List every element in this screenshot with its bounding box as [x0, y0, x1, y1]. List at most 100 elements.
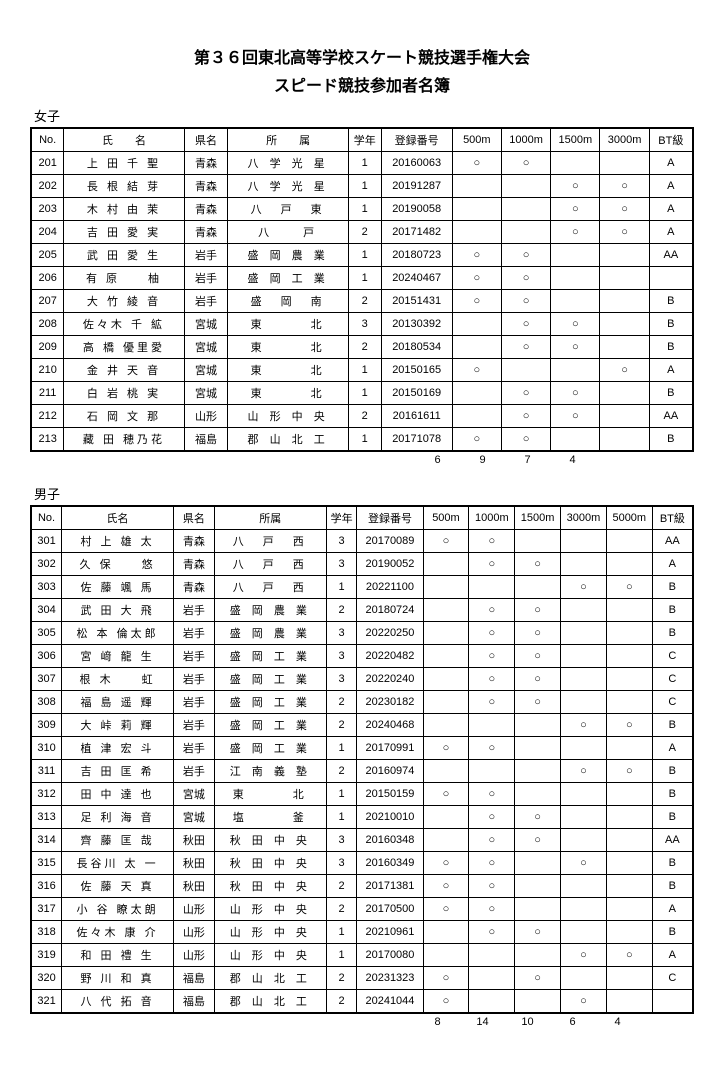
cell: 1: [348, 359, 381, 382]
cell: 207: [31, 290, 64, 313]
cell: 213: [31, 428, 64, 452]
column-header: 1000m: [469, 506, 515, 530]
table-row: 320野 川 和 真福島郡 山 北 工220231323○○C: [31, 967, 693, 990]
cell: 盛 岡 工 業: [214, 645, 326, 668]
cell: 郡 山 北 工: [228, 428, 348, 452]
bt-cell: A: [652, 944, 693, 967]
total-value: 6: [415, 454, 460, 466]
table-row: 209高 橋 優里愛宮城東 北220180534○○B: [31, 336, 693, 359]
mark-cell: [561, 921, 607, 944]
cell: 20170080: [357, 944, 423, 967]
cell: 秋 田 中 央: [214, 875, 326, 898]
cell: 宮 﨑 龍 生: [62, 645, 174, 668]
cell: 20160974: [357, 760, 423, 783]
cell: 八 戸 東: [228, 198, 348, 221]
cell: 1: [348, 244, 381, 267]
total-value: 4: [595, 1016, 640, 1028]
column-header: BT級: [652, 506, 693, 530]
cell: 204: [31, 221, 64, 244]
cell: 盛 岡 農 業: [214, 622, 326, 645]
mark-cell: [501, 221, 550, 244]
cell: 1: [348, 152, 381, 175]
mark-cell: [561, 875, 607, 898]
mark-cell: ○: [501, 267, 550, 290]
cell: 2: [326, 691, 357, 714]
men-label: 男子: [34, 484, 694, 503]
cell: 2: [326, 967, 357, 990]
mark-cell: [515, 530, 561, 553]
cell: 東 北: [228, 336, 348, 359]
mark-cell: [606, 622, 652, 645]
cell: 20241044: [357, 990, 423, 1014]
total-value: 4: [550, 454, 595, 466]
cell: 3: [326, 530, 357, 553]
cell: 306: [31, 645, 62, 668]
cell: 302: [31, 553, 62, 576]
column-header: BT級: [649, 128, 693, 152]
cell: 盛 岡 工 業: [214, 691, 326, 714]
mark-cell: [606, 599, 652, 622]
cell: 岩手: [174, 599, 215, 622]
cell: 金 井 天 音: [64, 359, 184, 382]
cell: 青森: [184, 175, 228, 198]
mark-cell: ○: [606, 714, 652, 737]
mark-cell: ○: [469, 691, 515, 714]
cell: 1: [348, 428, 381, 452]
cell: 盛 岡 南: [228, 290, 348, 313]
bt-cell: A: [649, 359, 693, 382]
mark-cell: [561, 668, 607, 691]
table-row: 314齊 藤 匡 哉秋田秋 田 中 央320160348○○AA: [31, 829, 693, 852]
cell: 309: [31, 714, 62, 737]
column-header: 氏名: [62, 506, 174, 530]
cell: 2: [326, 875, 357, 898]
cell: 山 形 中 央: [214, 944, 326, 967]
cell: 山形: [174, 921, 215, 944]
mark-cell: [452, 198, 501, 221]
table-row: 206有 原 柚岩手盛 岡 工 業120240467○○: [31, 267, 693, 290]
cell: 303: [31, 576, 62, 599]
cell: 1: [348, 267, 381, 290]
bt-cell: B: [652, 622, 693, 645]
mark-cell: [606, 875, 652, 898]
total-value: 6: [550, 1016, 595, 1028]
cell: 佐 藤 天 真: [62, 875, 174, 898]
bt-cell: A: [649, 221, 693, 244]
bt-cell: [649, 267, 693, 290]
cell: 山形: [184, 405, 228, 428]
cell: 304: [31, 599, 62, 622]
cell: 20171078: [381, 428, 452, 452]
cell: 野 川 和 真: [62, 967, 174, 990]
cell: 長谷川 太 一: [62, 852, 174, 875]
mark-cell: ○: [423, 875, 469, 898]
mark-cell: ○: [423, 967, 469, 990]
cell: 301: [31, 530, 62, 553]
cell: 岩手: [184, 267, 228, 290]
mark-cell: ○: [423, 530, 469, 553]
cell: 2: [326, 898, 357, 921]
mark-cell: [561, 691, 607, 714]
table-row: 203木 村 由 茉青森八 戸 東120190058○○A: [31, 198, 693, 221]
total-value: 7: [505, 454, 550, 466]
cell: 3: [326, 668, 357, 691]
mark-cell: [515, 990, 561, 1014]
cell: 山 形 中 央: [214, 921, 326, 944]
cell: 1: [326, 944, 357, 967]
women-table: No.氏 名県名所 属学年登録番号500m1000m1500m3000mBT級 …: [30, 127, 694, 452]
cell: 319: [31, 944, 62, 967]
mark-cell: [452, 175, 501, 198]
cell: 20230182: [357, 691, 423, 714]
table-row: 319和 田 禮 生山形山 形 中 央120170080○○A: [31, 944, 693, 967]
cell: 秋 田 中 央: [214, 852, 326, 875]
mark-cell: ○: [606, 944, 652, 967]
bt-cell: AA: [652, 829, 693, 852]
table-row: 317小 谷 瞭太朗山形山 形 中 央220170500○○A: [31, 898, 693, 921]
cell: 20151431: [381, 290, 452, 313]
table-row: 308福 島 遥 輝岩手盛 岡 工 業220230182○○C: [31, 691, 693, 714]
mark-cell: [561, 829, 607, 852]
cell: 石 岡 文 那: [64, 405, 184, 428]
mark-cell: [561, 967, 607, 990]
cell: 岩手: [174, 668, 215, 691]
table-row: 312田 中 達 也宮城東 北120150159○○B: [31, 783, 693, 806]
cell: 20220250: [357, 622, 423, 645]
mark-cell: ○: [423, 783, 469, 806]
